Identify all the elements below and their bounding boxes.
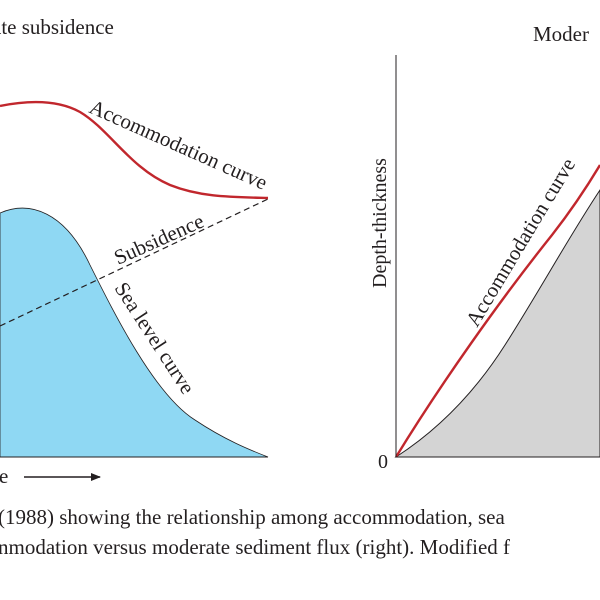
right-panel: Depth-thickness 0 Accommodation curve <box>369 55 600 473</box>
caption-line-1: (1988) showing the relationship among ac… <box>0 505 505 529</box>
accommodation-curve-right <box>394 164 600 458</box>
left-panel: Accommodation curve Subsidence Sea level… <box>0 95 271 488</box>
sediment-fill-area <box>394 189 600 458</box>
accommodation-curve-left <box>0 100 269 200</box>
left-panel-title: ate subsidence <box>0 15 114 39</box>
left-accommodation-label: Accommodation curve <box>86 95 271 195</box>
subsidence-label: Subsidence <box>110 209 207 270</box>
left-x-axis-fragment: e <box>0 464 8 488</box>
caption-line-2: nmodation versus moderate sediment flux … <box>0 535 511 559</box>
sea-level-area <box>0 207 269 458</box>
right-panel-title: Moder <box>533 22 589 46</box>
right-origin-label: 0 <box>378 451 388 473</box>
right-y-axis-label: Depth-thickness <box>369 158 391 288</box>
